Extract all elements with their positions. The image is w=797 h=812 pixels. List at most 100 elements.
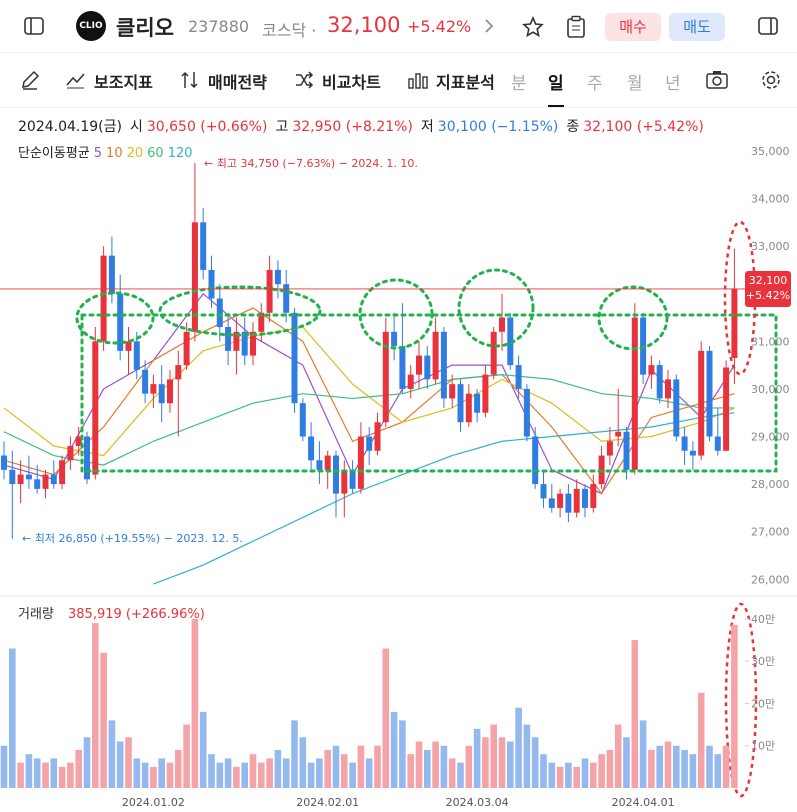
volume-bar — [332, 745, 340, 788]
candle-body — [208, 269, 215, 299]
highlight-shapes — [75, 268, 778, 473]
volume-tick-label: 10만 — [751, 740, 775, 753]
period[interactable]: 주 — [587, 74, 603, 94]
toolbar-item[interactable]: 지표분석 — [436, 73, 495, 92]
volume-bar — [241, 762, 248, 788]
volume-bar — [523, 724, 531, 788]
volume-bar — [274, 749, 282, 788]
volume-bar — [490, 724, 497, 788]
volume-value: 385,919 (+266.96%) — [68, 607, 205, 622]
panel-icon[interactable] — [758, 16, 778, 36]
ohlc-info: 2024.04.19(금) 시 30,650 (+0.66%) 고 32,950 (+8… — [18, 116, 704, 136]
alert-ellipse — [724, 602, 758, 798]
candle-body — [698, 350, 705, 456]
volume-bar — [689, 754, 697, 788]
period[interactable]: 년 — [665, 74, 681, 94]
draw-icon[interactable] — [20, 70, 40, 90]
candle-body — [532, 436, 539, 485]
candle-body — [515, 365, 522, 389]
volume-bar — [731, 624, 738, 788]
candle-body — [266, 269, 273, 313]
period-active[interactable]: 일 — [548, 69, 564, 107]
volume-bar — [565, 762, 572, 788]
volume-bar — [590, 762, 597, 788]
volume-bar — [507, 741, 514, 788]
volume-bar — [399, 720, 406, 788]
candle-body — [557, 493, 564, 508]
y-tick-label: 33,000 — [751, 240, 790, 253]
memo-icon[interactable] — [566, 15, 586, 39]
settings-icon[interactable] — [761, 70, 781, 90]
toolbar-item[interactable]: 매매전략 — [208, 73, 267, 92]
price-tag-change: +5.42% — [746, 289, 790, 302]
volume-bar — [722, 745, 730, 788]
candle-body — [499, 317, 505, 332]
candle-body — [92, 341, 99, 475]
candle-body — [25, 474, 32, 480]
volume-bar — [639, 720, 647, 788]
candle-body — [75, 436, 82, 447]
sell-button[interactable]: 매도 — [669, 13, 725, 41]
candle-body — [706, 350, 713, 437]
candle-body — [424, 355, 431, 380]
volume-bar — [482, 737, 489, 788]
candle-body — [299, 403, 306, 437]
candle-body — [133, 341, 140, 370]
candle-body — [490, 331, 497, 375]
candle-body — [631, 317, 638, 470]
volume-bar — [664, 741, 672, 788]
y-tick-label: 35,000 — [751, 145, 790, 158]
toolbar-item[interactable]: 보조지표 — [94, 73, 153, 92]
period[interactable]: 월 — [627, 74, 643, 94]
volume-bar — [175, 749, 182, 788]
toolbar-item[interactable]: 비교차트 — [322, 73, 381, 92]
volume-tick-label: 20만 — [751, 697, 775, 710]
volume-bar — [581, 758, 589, 788]
candle-body — [714, 436, 721, 451]
ma-line — [153, 412, 735, 585]
star-icon[interactable] — [522, 16, 544, 38]
volume-bar — [9, 648, 16, 788]
annotation: ← 최저 26,850 (+19.55%) − 2023. 12. 5. — [22, 532, 243, 545]
volume-bar — [440, 745, 448, 788]
candle-body — [308, 436, 315, 461]
volume-bar — [166, 762, 174, 788]
indicator-icon[interactable] — [66, 71, 86, 89]
candle-body — [42, 474, 49, 489]
price-tag-value: 32,100 — [749, 274, 788, 287]
ma-label: 단순이동평균 — [18, 146, 90, 161]
analysis-icon[interactable] — [408, 71, 430, 89]
field-value: 32,950 (+8.21%) — [292, 119, 413, 135]
volume-bar — [33, 758, 41, 788]
candle-body — [167, 379, 173, 404]
ma-legend-item: 20 — [126, 146, 144, 161]
volume-bar — [83, 737, 91, 788]
volume-bar — [299, 737, 307, 788]
buy-button[interactable]: 매수 — [605, 13, 661, 41]
volume-bar — [623, 737, 630, 788]
camera-icon[interactable] — [706, 70, 728, 90]
sidebar-icon[interactable] — [24, 16, 44, 36]
candle-body — [216, 298, 223, 328]
volume-bar — [141, 762, 149, 788]
volume-bar — [465, 745, 473, 788]
candle-body — [673, 379, 680, 437]
compare-icon[interactable] — [294, 70, 314, 90]
strategy-icon[interactable] — [180, 70, 200, 90]
candle-body — [357, 436, 364, 489]
period[interactable]: 분 — [511, 74, 527, 94]
candle-body — [50, 474, 57, 485]
chevron[interactable] — [484, 18, 494, 34]
volume-bar — [133, 758, 141, 788]
volume-bar — [598, 754, 605, 788]
candle-body — [399, 346, 406, 389]
ma-legend-item: 10 — [106, 146, 123, 161]
highlight-ellipse — [75, 291, 155, 345]
volume-bar — [282, 758, 290, 788]
candle-body — [482, 374, 489, 413]
candle-body — [523, 388, 530, 437]
candle-body — [573, 488, 580, 513]
volume-bar — [606, 749, 614, 788]
y-tick-label: 26,000 — [751, 573, 790, 586]
candle-body — [731, 288, 738, 358]
